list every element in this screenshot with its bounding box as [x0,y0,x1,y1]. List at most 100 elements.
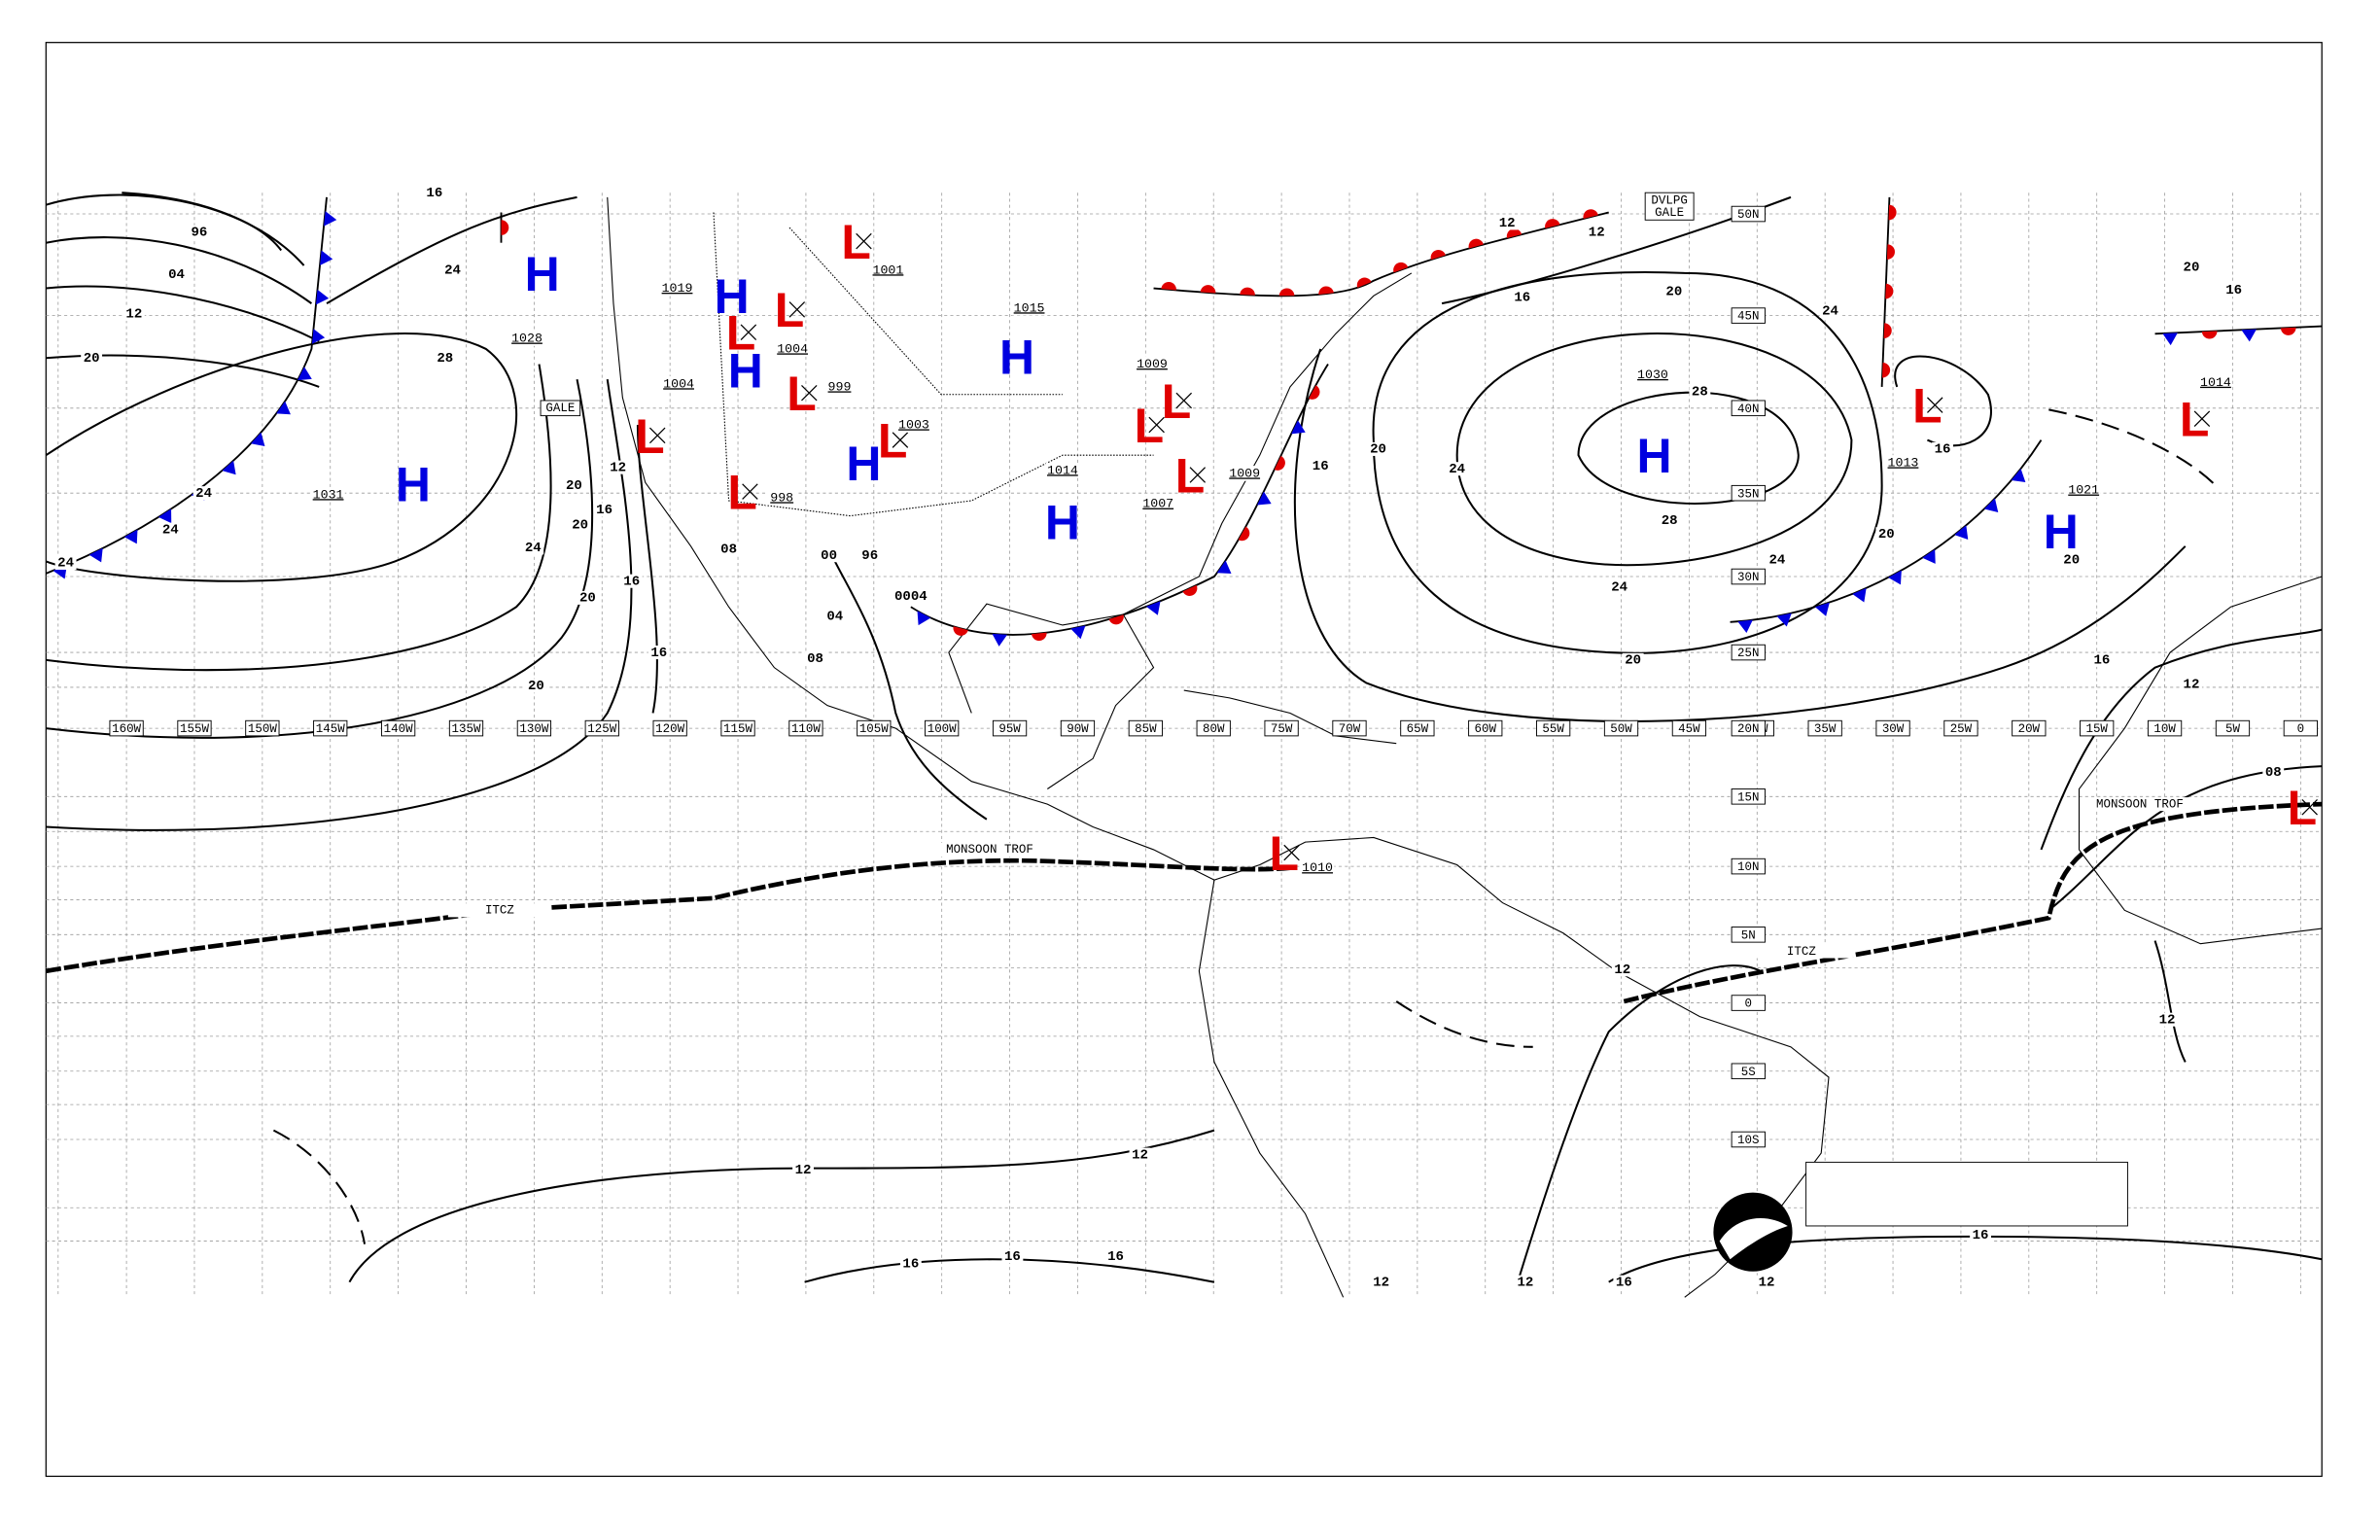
pressure-label-bg [1228,466,1262,481]
pressure-label-bg [2067,482,2101,498]
isobar-label-bg [1001,1249,1024,1264]
isobar-label-bg [1756,1275,1777,1289]
pressure-label-bg [1635,367,1670,383]
low-center-mark [2301,798,2318,816]
isobar-label-bg [577,590,599,605]
isobar-label: 20 [528,679,544,694]
longitude-label-box [448,719,484,737]
front-symbols [2162,327,2296,346]
longitude-label-box [788,719,823,737]
isobar [46,364,552,672]
feature-label-bg [937,842,1042,857]
feature-label: GALE [545,402,575,415]
cold-front-barb [1954,525,1969,540]
warm-front-bump [1882,362,1891,378]
isobar-label-bg [441,262,464,277]
cold-front-barb [324,211,337,227]
pressure-center-symbol: H [999,331,1034,385]
longitude-label: 105W [859,722,889,736]
feature-label: MONSOON TROF [946,843,1033,857]
isobar [1577,391,1800,505]
front-symbols [1161,209,1598,297]
longitude-label-box [313,719,348,737]
isobar [46,236,313,304]
latitude-label-box [1731,858,1766,875]
isobar-label-bg [1875,527,1898,542]
isobars [45,192,2323,1283]
longitude-label-box [720,719,755,737]
info-box [1805,1161,2128,1227]
coastlines [607,196,2323,1298]
latitude-label: 35N [1737,487,1759,501]
cold-front-barb [1146,601,1161,615]
cold-front-barb [1070,625,1086,640]
low-center-mark [856,232,872,250]
isobar-label-bg [525,679,547,693]
cold-front-barb [1983,498,1999,512]
coastline [2078,576,2323,945]
longitude-label-box [2012,719,2047,737]
longitude-label-box [652,719,687,737]
warm-front-bump [2201,331,2218,339]
pressure-center-symbol: H [1045,496,1080,550]
longitude-label: 140W [384,722,413,736]
frame [45,42,2323,1478]
longitude-label: 75W [1271,722,1293,736]
longitude-label: 60W [1475,722,1497,736]
latitude-label-box [1731,568,1766,585]
isobar-label: 20 [84,351,100,367]
longitude-label-box [1468,719,1503,737]
latitude-label-box [1731,484,1766,502]
isobar-label: 16 [596,503,612,518]
isobar-label-bg [192,486,215,501]
cold-front-barb [158,508,172,524]
isobar [636,424,658,714]
isobar-label: 16 [1935,442,1951,458]
itcz-line [45,858,1291,974]
isobar-label-bg [189,225,210,239]
isobar [46,378,594,739]
longitude-label-box [1196,719,1231,737]
longitude-label-box [2283,719,2318,737]
isobar-label-bg [1104,1249,1127,1264]
isobar-label: 28 [1662,513,1678,529]
warm-front-bump [1356,277,1372,288]
isobar-label: 20 [1878,527,1895,542]
isobar-label: 24 [1449,462,1465,477]
pressure-center-symbol: L [2288,781,2317,835]
longitude-label-box [2147,719,2183,737]
latitude-label-box [1731,927,1766,943]
warm-front-bump [501,220,509,235]
coastline [607,196,1830,1298]
pressure-label: 1013 [1888,455,1919,470]
isobar-label: 24 [162,522,179,538]
isobar-label: 12 [1499,216,1516,231]
warm-front-bump [1274,455,1285,471]
longitude-label-box [1332,719,1367,737]
low-center-mark [892,432,909,448]
warning-label: GALE [1655,206,1684,220]
longitude-label: 155W [180,722,209,736]
pressure-label-bg [1300,859,1335,876]
longitude-label: 25W [1950,722,1973,736]
latitude-label: 40N [1737,402,1759,416]
isobar [833,560,988,821]
isobar-label-bg [818,548,840,563]
cold-front-barb [1776,612,1792,627]
pressure-center-symbol: L [787,367,817,421]
front-symbols [1882,204,1897,378]
isobar-label-bg [1514,1275,1536,1289]
isobar-label-bg [899,589,922,604]
isobar-label-bg [522,541,544,555]
isobar-label: 12 [1759,1275,1775,1290]
low-center-mark [1189,467,1207,483]
pressure-label: 1021 [2068,483,2099,498]
longitude-label: 5W [2225,722,2240,736]
isobar-label-bg [1496,216,1519,230]
pressure-label-bg [1886,455,1920,471]
isobar-label: 20 [1665,284,1682,299]
longitude-label: 50W [1610,722,1632,736]
cold-front-barb [1291,420,1306,435]
longitude-label: 115W [723,722,752,736]
isobar-label: 16 [650,646,667,661]
